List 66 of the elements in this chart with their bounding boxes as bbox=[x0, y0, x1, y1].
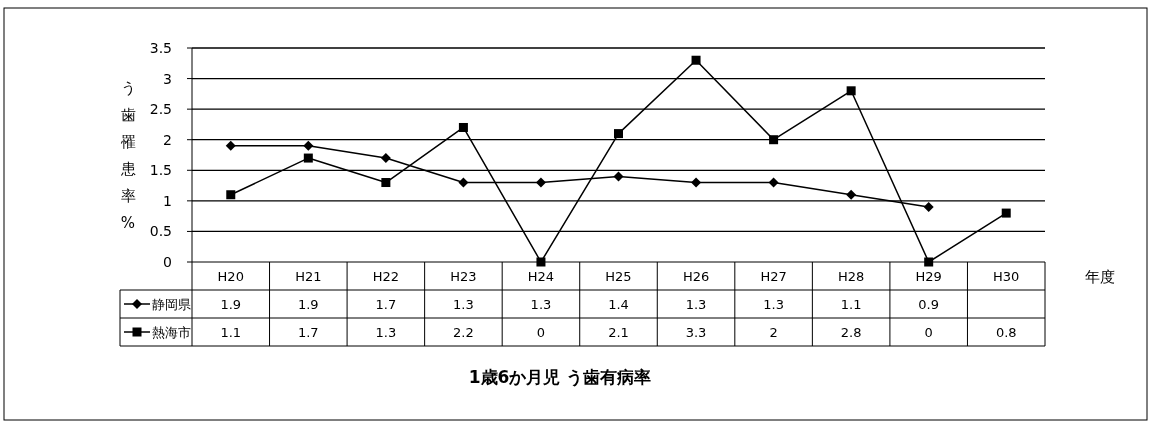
legend-label: 熱海市 bbox=[152, 325, 191, 340]
data-label: 1.1 bbox=[840, 297, 862, 312]
y-tick-label: 1.5 bbox=[149, 162, 172, 179]
legend-label: 静岡県 bbox=[152, 297, 191, 312]
x-tick-label: H20 bbox=[217, 269, 244, 284]
x-tick-label: H21 bbox=[295, 269, 322, 284]
x-tick-label: H24 bbox=[527, 269, 555, 284]
y-tick-label: 3.5 bbox=[149, 40, 172, 56]
x-tick-label: H28 bbox=[837, 269, 865, 284]
data-label: 1.9 bbox=[297, 297, 319, 312]
point bbox=[536, 257, 546, 267]
text: 1歳6か月児 う歯有病率 bbox=[468, 367, 652, 387]
point bbox=[691, 55, 701, 65]
data-label: 1.9 bbox=[220, 297, 242, 312]
point bbox=[1001, 208, 1011, 218]
data-label: 1.7 bbox=[297, 325, 319, 340]
point bbox=[924, 257, 934, 267]
y-tick-label: 0.5 bbox=[149, 223, 172, 240]
data-label: 1.3 bbox=[453, 297, 474, 312]
point bbox=[614, 129, 623, 139]
data-label: 1.3 bbox=[375, 325, 397, 340]
x-axis-title: 年度 bbox=[1085, 268, 1115, 286]
x-tick-label: H25 bbox=[605, 269, 632, 284]
data-label: 2.1 bbox=[608, 325, 629, 340]
y-axis-title: う歯罹患率% bbox=[119, 79, 136, 232]
point bbox=[691, 177, 702, 188]
data-label: 0 bbox=[924, 325, 933, 340]
point bbox=[613, 171, 624, 182]
data-label: 1.3 bbox=[685, 297, 707, 312]
data-label: 1.1 bbox=[220, 325, 242, 340]
point bbox=[923, 201, 934, 212]
point bbox=[846, 189, 857, 200]
data-label: 0.9 bbox=[918, 297, 940, 312]
point bbox=[458, 177, 469, 188]
x-tick-label: H29 bbox=[915, 269, 942, 284]
point bbox=[846, 86, 856, 96]
point bbox=[768, 177, 779, 188]
y-tick-label: 2.5 bbox=[149, 101, 172, 118]
point bbox=[226, 190, 236, 200]
data-label: 2.2 bbox=[453, 325, 474, 340]
y-tick-label: 1 bbox=[163, 192, 172, 209]
point bbox=[769, 135, 779, 145]
x-tick-label: H30 bbox=[993, 269, 1020, 284]
y-tick-label: 0 bbox=[163, 254, 172, 270]
data-label: 0 bbox=[536, 325, 546, 340]
point bbox=[535, 177, 546, 188]
data-label: 2.8 bbox=[840, 325, 862, 340]
data-label: 1.4 bbox=[608, 297, 629, 312]
data-label: 2 bbox=[769, 325, 778, 340]
x-tick-label: H27 bbox=[760, 269, 787, 284]
point bbox=[303, 153, 313, 163]
data-label: 1.3 bbox=[763, 297, 784, 312]
point bbox=[380, 153, 391, 164]
y-tick-label: 2 bbox=[163, 131, 172, 148]
data-label: 3.3 bbox=[685, 325, 707, 340]
data-label: 1.7 bbox=[375, 297, 397, 312]
point bbox=[225, 140, 236, 151]
data-label: 1.3 bbox=[530, 297, 552, 312]
x-tick-label: H26 bbox=[682, 269, 710, 284]
point bbox=[381, 178, 391, 188]
x-tick-label: H23 bbox=[450, 269, 477, 284]
y-tick-label: 3 bbox=[163, 70, 172, 87]
point bbox=[303, 140, 314, 151]
data-label: 0.8 bbox=[995, 325, 1017, 340]
point bbox=[458, 122, 468, 132]
x-tick-label: H22 bbox=[372, 269, 400, 284]
